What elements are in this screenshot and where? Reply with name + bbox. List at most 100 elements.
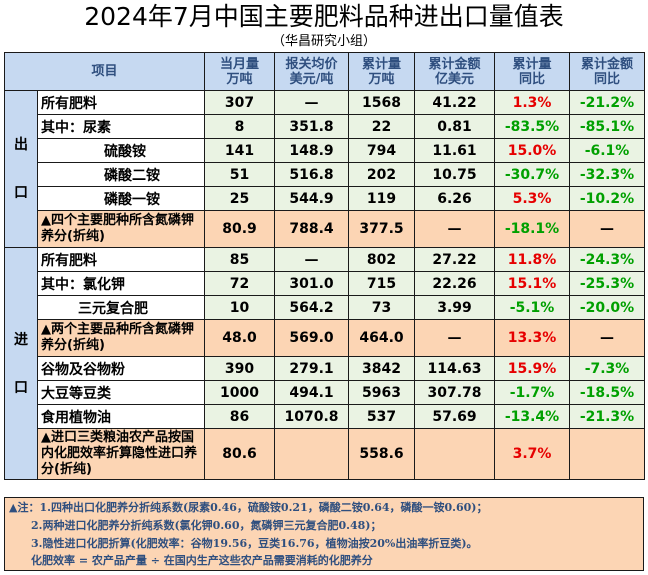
- avg-price-cell: 569.0: [274, 319, 350, 357]
- cum-qty-cell: 1568: [348, 90, 416, 115]
- cum-qty-cell: 537: [348, 404, 416, 429]
- row-name: 所有肥料: [36, 247, 206, 272]
- header-monthly-qty: 当月量 万吨: [204, 52, 276, 91]
- qty-yoy-cell: -18.1%: [494, 210, 571, 248]
- header-cum-value: 累计金额 亿美元: [414, 52, 496, 91]
- cum-value-cell: 307.78: [414, 380, 496, 405]
- export-group-label: 出口: [4, 90, 38, 248]
- cum-value-cell: 10.75: [414, 162, 496, 187]
- value-yoy-cell: -18.5%: [569, 380, 646, 405]
- monthly-qty-cell: 8: [204, 114, 276, 139]
- table-row: 谷物及谷物粉 390 279.1 3842 114.63 15.9% -7.3%: [5, 356, 646, 381]
- footnote-line: ▲注：1.四种出口化肥养分折纯系数(尿素0.46，硫酸铵0.21，磷酸二铵0.6…: [9, 501, 488, 514]
- table-row: 食用植物油 86 1070.8 537 57.69 -13.4% -21.3%: [5, 404, 646, 429]
- avg-price-cell: 494.1: [274, 380, 350, 405]
- summary-row: ▲两个主要品种所含氮磷钾养分(折纯) 48.0 569.0 464.0 — 13…: [5, 319, 646, 357]
- cum-value-cell: 3.99: [414, 295, 496, 320]
- row-name: ▲四个主要肥种所含氮磷钾养分(折纯): [36, 210, 206, 248]
- value-yoy-cell: -6.1%: [569, 138, 646, 163]
- avg-price-cell: 516.8: [274, 162, 350, 187]
- qty-yoy-cell: 3.7%: [494, 428, 571, 480]
- cum-qty-cell: 119: [348, 186, 416, 211]
- value-yoy-cell: -7.3%: [569, 356, 646, 381]
- cum-qty-cell: 558.6: [348, 428, 416, 480]
- qty-yoy-cell: -1.7%: [494, 380, 571, 405]
- qty-yoy-cell: 15.1%: [494, 271, 571, 296]
- monthly-qty-cell: 48.0: [204, 319, 276, 357]
- value-yoy-cell: —: [569, 210, 646, 248]
- row-name: 大豆等豆类: [36, 380, 206, 405]
- value-yoy-cell: -24.3%: [569, 247, 646, 272]
- table-row: 大豆等豆类 1000 494.1 5963 307.78 -1.7% -18.5…: [5, 380, 646, 405]
- avg-price-cell: 148.9: [274, 138, 350, 163]
- monthly-qty-cell: 51: [204, 162, 276, 187]
- row-name: ▲进口三类粮油农产品按国内化肥效率折算隐性进口养分(折纯): [36, 428, 206, 480]
- qty-yoy-cell: 13.3%: [494, 319, 571, 357]
- value-yoy-cell: —: [569, 319, 646, 357]
- page-title: 2024年7月中国主要肥料品种进出口量值表: [84, 2, 564, 31]
- monthly-qty-cell: 390: [204, 356, 276, 381]
- avg-price-cell: 788.4: [274, 210, 350, 248]
- row-name: 磷酸一铵: [36, 186, 206, 211]
- monthly-qty-cell: 25: [204, 186, 276, 211]
- value-yoy-cell: -21.2%: [569, 90, 646, 115]
- import-group-label: 进口: [4, 247, 38, 480]
- cum-qty-cell: 794: [348, 138, 416, 163]
- cum-qty-cell: 3842: [348, 356, 416, 381]
- header-cum-value-yoy: 累计金额 同比: [569, 52, 646, 91]
- page-subtitle: （华昌研究小组）: [271, 34, 376, 49]
- qty-yoy-cell: 11.8%: [494, 247, 571, 272]
- value-yoy-cell: [569, 428, 646, 480]
- avg-price-cell: 544.9: [274, 186, 350, 211]
- footnote-line: 化肥效率 = 农产品产量 ÷ 在国内生产这些农产品需要消耗的化肥养分: [31, 554, 373, 567]
- table-row: 出口 所有肥料 307 — 1568 41.22 1.3% -21.2%: [4, 90, 646, 248]
- row-name: 谷物及谷物粉: [36, 356, 206, 381]
- header-avg-price: 报关均价 美元/吨: [274, 52, 350, 91]
- table-row: 其中：尿素 8 351.8 22 0.81 -83.5% -85.1%: [5, 114, 646, 139]
- row-name: 三元复合肥: [36, 295, 206, 320]
- footnote-box: ▲注：1.四种出口化肥养分折纯系数(尿素0.46，硫酸铵0.21，磷酸二铵0.6…: [4, 497, 644, 571]
- qty-yoy-cell: -30.7%: [494, 162, 571, 187]
- table-row: 三元复合肥 10 564.2 73 3.99 -5.1% -20.0%: [5, 295, 646, 320]
- header-cum-qty-yoy: 累计量 同比: [494, 52, 571, 91]
- avg-price-cell: —: [274, 247, 350, 272]
- cum-value-cell: [414, 428, 496, 480]
- header-row: 项目 当月量 万吨 报关均价 美元/吨 累计量 万吨 累计金额 亿美元 累计量 同比 累计…: [3, 52, 646, 91]
- monthly-qty-cell: 72: [204, 271, 276, 296]
- value-yoy-cell: -85.1%: [569, 114, 646, 139]
- monthly-qty-cell: 10: [204, 295, 276, 320]
- cum-qty-cell: 464.0: [348, 319, 416, 357]
- cum-value-cell: —: [414, 210, 496, 248]
- monthly-qty-cell: 80.6: [204, 428, 276, 480]
- monthly-qty-cell: 80.9: [204, 210, 276, 248]
- value-yoy-cell: -32.3%: [569, 162, 646, 187]
- cum-qty-cell: 377.5: [348, 210, 416, 248]
- row-name: 其中：氯化钾: [36, 271, 206, 296]
- table-row: 进口 所有肥料 85 — 802 27.22 11.8% -24.3%: [4, 247, 646, 480]
- cum-value-cell: 57.69: [414, 404, 496, 429]
- summary-row: ▲四个主要肥种所含氮磷钾养分(折纯) 80.9 788.4 377.5 — -1…: [5, 210, 646, 248]
- cum-qty-cell: 202: [348, 162, 416, 187]
- cum-qty-cell: 715: [348, 271, 416, 296]
- header-cum-qty: 累计量 万吨: [348, 52, 416, 91]
- avg-price-cell: —: [274, 90, 350, 115]
- monthly-qty-cell: 307: [204, 90, 276, 115]
- monthly-qty-cell: 86: [204, 404, 276, 429]
- row-name: 其中：尿素: [36, 114, 206, 139]
- row-name: 食用植物油: [36, 404, 206, 429]
- cum-value-cell: —: [414, 319, 496, 357]
- table-row: 磷酸二铵 51 516.8 202 10.75 -30.7% -32.3%: [5, 162, 646, 187]
- cum-value-cell: 114.63: [414, 356, 496, 381]
- row-name: 硫酸铵: [36, 138, 206, 163]
- cum-value-cell: 6.26: [414, 186, 496, 211]
- footnote-line: 3.隐性进口化肥折算(化肥效率：谷物19.56，豆类16.76，植物油按20%出…: [31, 537, 478, 550]
- row-name: ▲两个主要品种所含氮磷钾养分(折纯): [36, 319, 206, 357]
- cum-qty-cell: 5963: [348, 380, 416, 405]
- avg-price-cell: 279.1: [274, 356, 350, 381]
- table-row: 磷酸一铵 25 544.9 119 6.26 5.3% -10.2%: [5, 186, 646, 211]
- fertilizer-trade-table: 项目 当月量 万吨 报关均价 美元/吨 累计量 万吨 累计金额 亿美元 累计量 同比 累计…: [3, 52, 646, 480]
- qty-yoy-cell: 15.9%: [494, 356, 571, 381]
- value-yoy-cell: -25.3%: [569, 271, 646, 296]
- monthly-qty-cell: 1000: [204, 380, 276, 405]
- cum-value-cell: 22.26: [414, 271, 496, 296]
